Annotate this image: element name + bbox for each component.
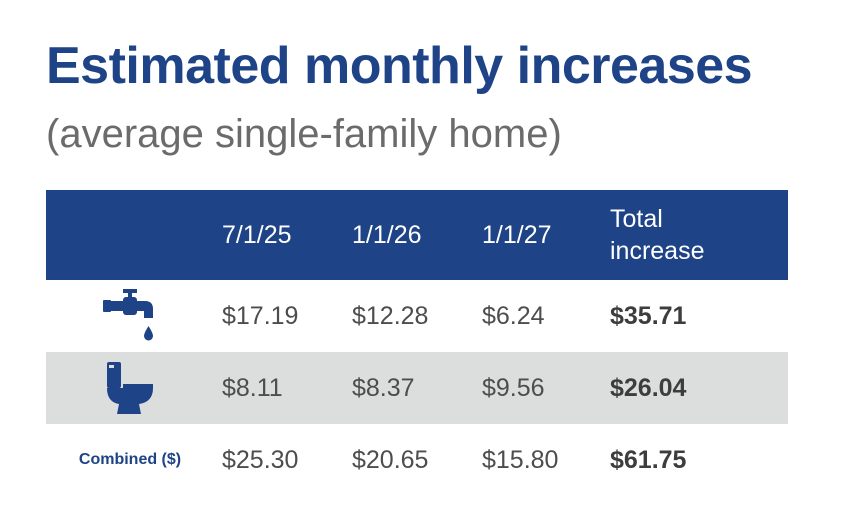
toilet-icon <box>46 352 214 424</box>
combined-value-1: $25.30 <box>222 445 299 474</box>
water-value-3: $6.24 <box>482 301 545 330</box>
sewer-total: $26.04 <box>610 373 687 402</box>
header-total-line2: increase <box>610 237 705 265</box>
table-header-row: 7/1/25 1/1/26 1/1/27 Total increase <box>46 190 788 280</box>
water-value-1: $17.19 <box>222 301 299 330</box>
header-total-line1: Total <box>610 205 663 233</box>
combined-label: Combined ($) <box>78 451 182 468</box>
combined-value-2: $20.65 <box>352 445 429 474</box>
increase-table: 7/1/25 1/1/26 1/1/27 Total increase $17.… <box>46 190 788 496</box>
table-row-sewer: $8.11 $8.37 $9.56 $26.04 <box>46 352 788 424</box>
combined-total: $61.75 <box>610 445 687 474</box>
header-date-1: 7/1/25 <box>222 220 292 249</box>
sewer-value-2: $8.37 <box>352 373 415 402</box>
combined-value-3: $15.80 <box>482 445 559 474</box>
table-row-combined: Combined ($) $25.30 $20.65 $15.80 $61.75 <box>46 424 788 496</box>
water-value-2: $12.28 <box>352 301 429 330</box>
table-row-water: $17.19 $12.28 $6.24 $35.71 <box>46 280 788 352</box>
header-total: Total increase <box>610 190 705 280</box>
water-total: $35.71 <box>610 301 687 330</box>
page-subtitle: (average single-family home) <box>46 112 562 156</box>
water-faucet-icon <box>46 280 214 352</box>
sewer-value-3: $9.56 <box>482 373 545 402</box>
sewer-value-1: $8.11 <box>222 373 283 402</box>
header-date-3: 1/1/27 <box>482 220 552 249</box>
page-title: Estimated monthly increases <box>46 37 753 95</box>
header-date-2: 1/1/26 <box>352 220 422 249</box>
